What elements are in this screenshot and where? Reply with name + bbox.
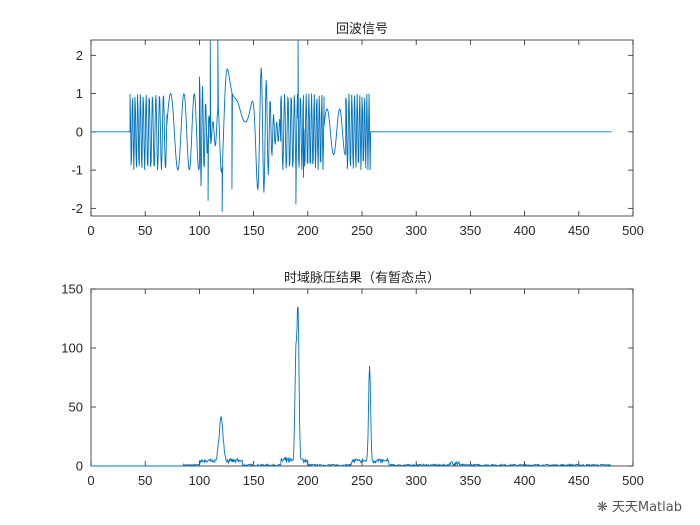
chart-title: 时域脉压结果（有暂态点）	[284, 271, 440, 286]
x-tick-label: 350	[460, 223, 482, 238]
y-tick-label: 0	[76, 459, 83, 474]
y-tick-label: -2	[71, 201, 83, 216]
x-tick-label: 50	[138, 223, 152, 238]
x-tick-label: 400	[514, 223, 536, 238]
y-tick-label: 150	[61, 282, 83, 297]
x-tick-label: 350	[460, 473, 482, 488]
x-tick-label: 150	[243, 473, 265, 488]
x-tick-label: 400	[514, 473, 536, 488]
y-tick-label: 1	[76, 86, 83, 101]
wechat-icon: ❋	[596, 500, 612, 515]
plot-area	[90, 288, 634, 467]
x-tick-label: 300	[405, 473, 427, 488]
watermark-text: 天天Matlab	[611, 500, 682, 515]
x-tick-label: 450	[568, 223, 590, 238]
x-tick-label: 250	[351, 223, 373, 238]
x-tick-label: 500	[622, 223, 644, 238]
x-tick-label: 0	[87, 223, 94, 238]
chart-title: 回波信号	[336, 22, 388, 37]
y-tick-label: 100	[61, 341, 83, 356]
x-tick-label: 100	[189, 223, 211, 238]
x-tick-label: 200	[297, 223, 319, 238]
y-tick-label: -1	[71, 163, 83, 178]
series-line-compression	[91, 306, 612, 468]
x-tick-label: 150	[243, 223, 265, 238]
x-tick-label: 100	[189, 473, 211, 488]
series-line-echo	[91, 39, 612, 213]
x-tick-label: 50	[138, 473, 152, 488]
y-tick-label: 2	[76, 48, 83, 63]
y-tick-label: 0	[76, 124, 83, 139]
x-tick-label: 250	[351, 473, 373, 488]
axes-bottom: 时域脉压结果（有暂态点） 0 50 100 150 200 250 300 350 400 450 5…	[61, 271, 644, 488]
y-tick-label: 50	[69, 400, 83, 415]
watermark: ❋ 天天Matlab	[597, 496, 682, 515]
x-tick-label: 450	[568, 473, 590, 488]
axes-top: 回波信号 0 50 100 150 200 250 300 350 400 450 500 2 1 0 -1 -…	[71, 22, 643, 238]
x-tick-label: 200	[297, 473, 319, 488]
x-tick-label: 300	[405, 223, 427, 238]
x-tick-label: 0	[87, 473, 94, 488]
x-tick-label: 500	[622, 473, 644, 488]
